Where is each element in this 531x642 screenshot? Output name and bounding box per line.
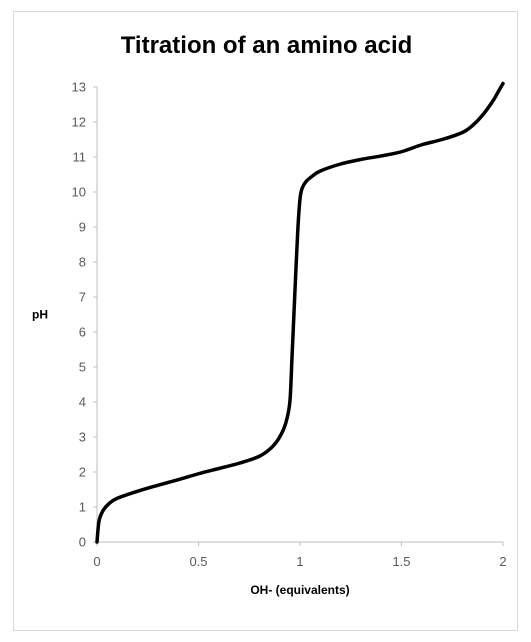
y-tick-label: 0 [79, 535, 86, 550]
y-tick-label: 13 [72, 80, 86, 95]
x-tick-label: 2 [499, 554, 506, 569]
x-axis-label: OH- (equivalents) [250, 583, 349, 597]
chart-title: Titration of an amino acid [120, 32, 413, 59]
x-tick-label: 1 [296, 554, 303, 569]
x-tick-label: 0.5 [189, 554, 207, 569]
y-tick-label: 4 [79, 395, 86, 410]
y-tick-label: 7 [79, 290, 86, 305]
y-axis-label: pH [32, 308, 48, 322]
x-tick-label: 0 [93, 554, 100, 569]
y-tick-label: 11 [73, 150, 87, 165]
y-tick-label: 9 [79, 220, 86, 235]
y-tick-label: 8 [79, 255, 86, 270]
y-tick-label: 5 [79, 360, 86, 375]
y-tick-label: 10 [72, 185, 86, 200]
y-tick-label: 6 [79, 325, 86, 340]
chart-frame: Titration of an amino acid 0 1 2 3 4 5 6 7 8 9 10 1… [13, 11, 518, 631]
y-tick-label: 1 [79, 500, 86, 515]
y-tick-label: 2 [79, 465, 86, 480]
y-tick-label: 12 [72, 115, 86, 130]
y-tick-label: 3 [79, 430, 86, 445]
x-tick-label: 1.5 [392, 554, 410, 569]
titration-curve-line [95, 81, 505, 544]
